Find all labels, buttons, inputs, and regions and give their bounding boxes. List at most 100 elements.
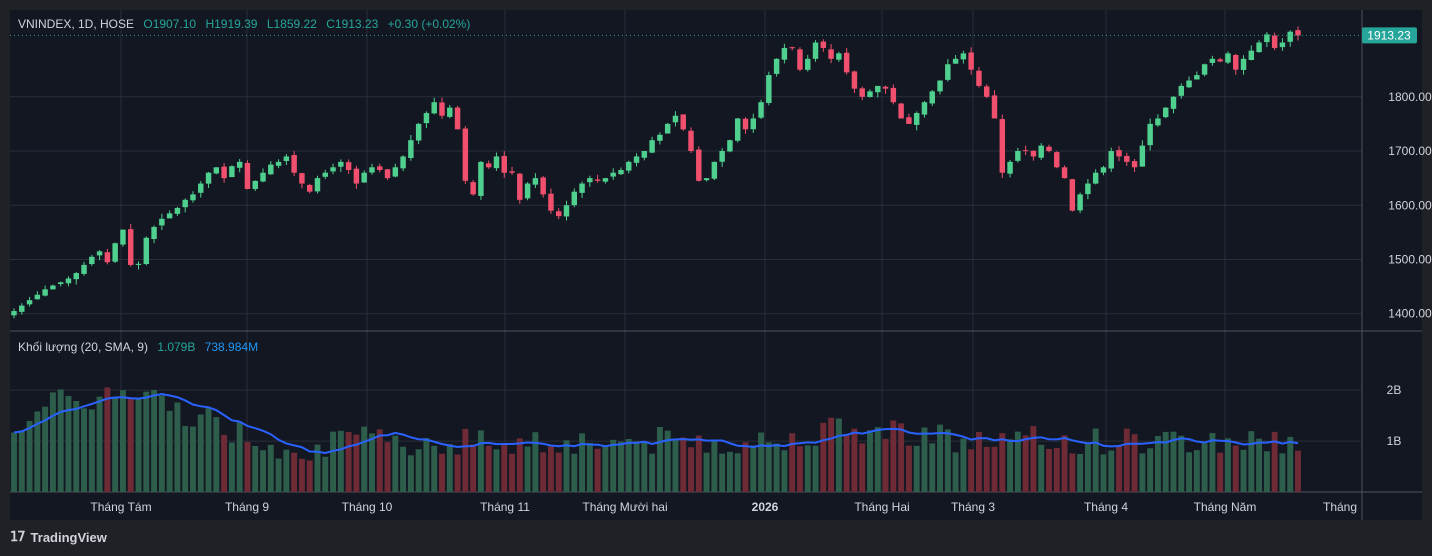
candle-body: [1271, 35, 1278, 48]
candle-body: [1201, 64, 1208, 75]
candle-body: [345, 162, 352, 170]
volume-bar: [322, 456, 329, 492]
volume-bar: [851, 428, 858, 492]
candle-body: [960, 53, 967, 60]
volume-bar: [1256, 438, 1263, 492]
volume-bar: [680, 437, 687, 492]
volume-bar: [843, 434, 850, 492]
volume-bar: [369, 433, 375, 492]
volume-bar: [446, 444, 453, 492]
volume-bar: [361, 426, 368, 492]
volume-bar: [112, 396, 119, 492]
candle-body: [1139, 145, 1146, 167]
candle-body: [314, 178, 321, 192]
candle-body: [1279, 42, 1286, 48]
change-value: +0.30 (+0.02%): [387, 17, 471, 31]
volume-bar: [960, 438, 967, 492]
x-tick-label: Tháng 4: [1084, 500, 1128, 514]
volume-bar: [501, 444, 508, 492]
candle-body: [727, 140, 733, 152]
volume-bar: [423, 438, 430, 492]
candle-body: [415, 123, 422, 141]
volume-bar: [345, 432, 352, 492]
volume-bar: [1084, 444, 1091, 492]
close-value: C1913.23: [326, 17, 379, 31]
candle-body: [906, 117, 912, 124]
candle-body: [369, 167, 375, 173]
candle-body: [1054, 152, 1060, 168]
candle-body: [703, 178, 710, 181]
candle-body: [1162, 107, 1169, 118]
y-tick-label: 1600.00: [1388, 198, 1432, 212]
candle-body: [42, 289, 48, 296]
candle-body: [392, 167, 399, 177]
volume-bar: [789, 433, 796, 492]
candle-body: [626, 161, 632, 171]
candle-body: [1186, 80, 1192, 88]
candle-body: [11, 311, 17, 316]
volume-bar: [260, 450, 266, 492]
candle-body: [1170, 96, 1177, 109]
plot-background: [10, 10, 1422, 520]
volume-bar: [695, 435, 702, 492]
volume-bar: [493, 449, 500, 492]
volume-value: 1.079B: [157, 340, 196, 354]
candle-body: [968, 52, 974, 70]
volume-indicator-label[interactable]: Khối lượng (20, SMA, 9): [18, 340, 148, 354]
volume-bar: [135, 399, 142, 492]
volume-bar: [1116, 445, 1122, 492]
candle-body: [843, 52, 850, 73]
symbol-label[interactable]: VNINDEX, 1D, HOSE: [18, 17, 135, 31]
candle-body: [299, 173, 305, 184]
volume-bar: [174, 402, 181, 492]
candle-body: [478, 161, 484, 196]
candle-body: [50, 285, 56, 290]
candle-body: [836, 53, 842, 60]
last-price-label: 1913.23: [1367, 28, 1411, 42]
candle-body: [859, 88, 865, 97]
y-tick-label: 1800.00: [1388, 90, 1432, 104]
volume-bar: [392, 435, 399, 492]
volume-bar: [1232, 445, 1239, 492]
candle-body: [283, 156, 290, 162]
volume-bar: [859, 443, 866, 492]
candle-body: [882, 86, 889, 89]
volume-bar: [719, 453, 726, 492]
volume-bar: [555, 452, 562, 492]
candle-body: [976, 70, 982, 86]
candle-body: [1131, 161, 1138, 168]
volume-bar: [828, 417, 835, 492]
volume-bar: [672, 438, 679, 492]
volume-bar: [73, 400, 80, 492]
candle-body: [501, 156, 507, 173]
candle-body: [828, 49, 834, 59]
volume-bar: [49, 392, 56, 492]
candle-body: [423, 113, 430, 124]
candle-body: [734, 118, 741, 141]
volume-bar: [1014, 431, 1021, 492]
candle-body: [1030, 150, 1037, 157]
brand-footer[interactable]: 𝟣𝟩 TradingView: [10, 530, 107, 545]
volume-bar: [400, 446, 407, 492]
candle-body: [1147, 123, 1153, 146]
volume-bar: [314, 444, 321, 492]
volume-bar: [610, 439, 617, 492]
x-tick-label: Tháng 3: [951, 500, 995, 514]
candle-body: [641, 151, 648, 158]
volume-bar: [11, 432, 17, 492]
volume-bar: [1100, 454, 1107, 492]
volume-bar: [1178, 435, 1185, 492]
volume-bar: [407, 455, 414, 492]
candle-body: [945, 64, 951, 80]
volume-bar: [968, 449, 975, 492]
volume-bar: [812, 445, 819, 492]
volume-bar: [711, 441, 718, 492]
volume-bar: [1061, 435, 1068, 492]
x-tick-label: Tháng: [1323, 500, 1357, 514]
volume-bar: [1240, 449, 1247, 492]
candle-body: [509, 171, 515, 173]
volume-bar: [158, 395, 165, 492]
candle-body: [875, 85, 881, 93]
